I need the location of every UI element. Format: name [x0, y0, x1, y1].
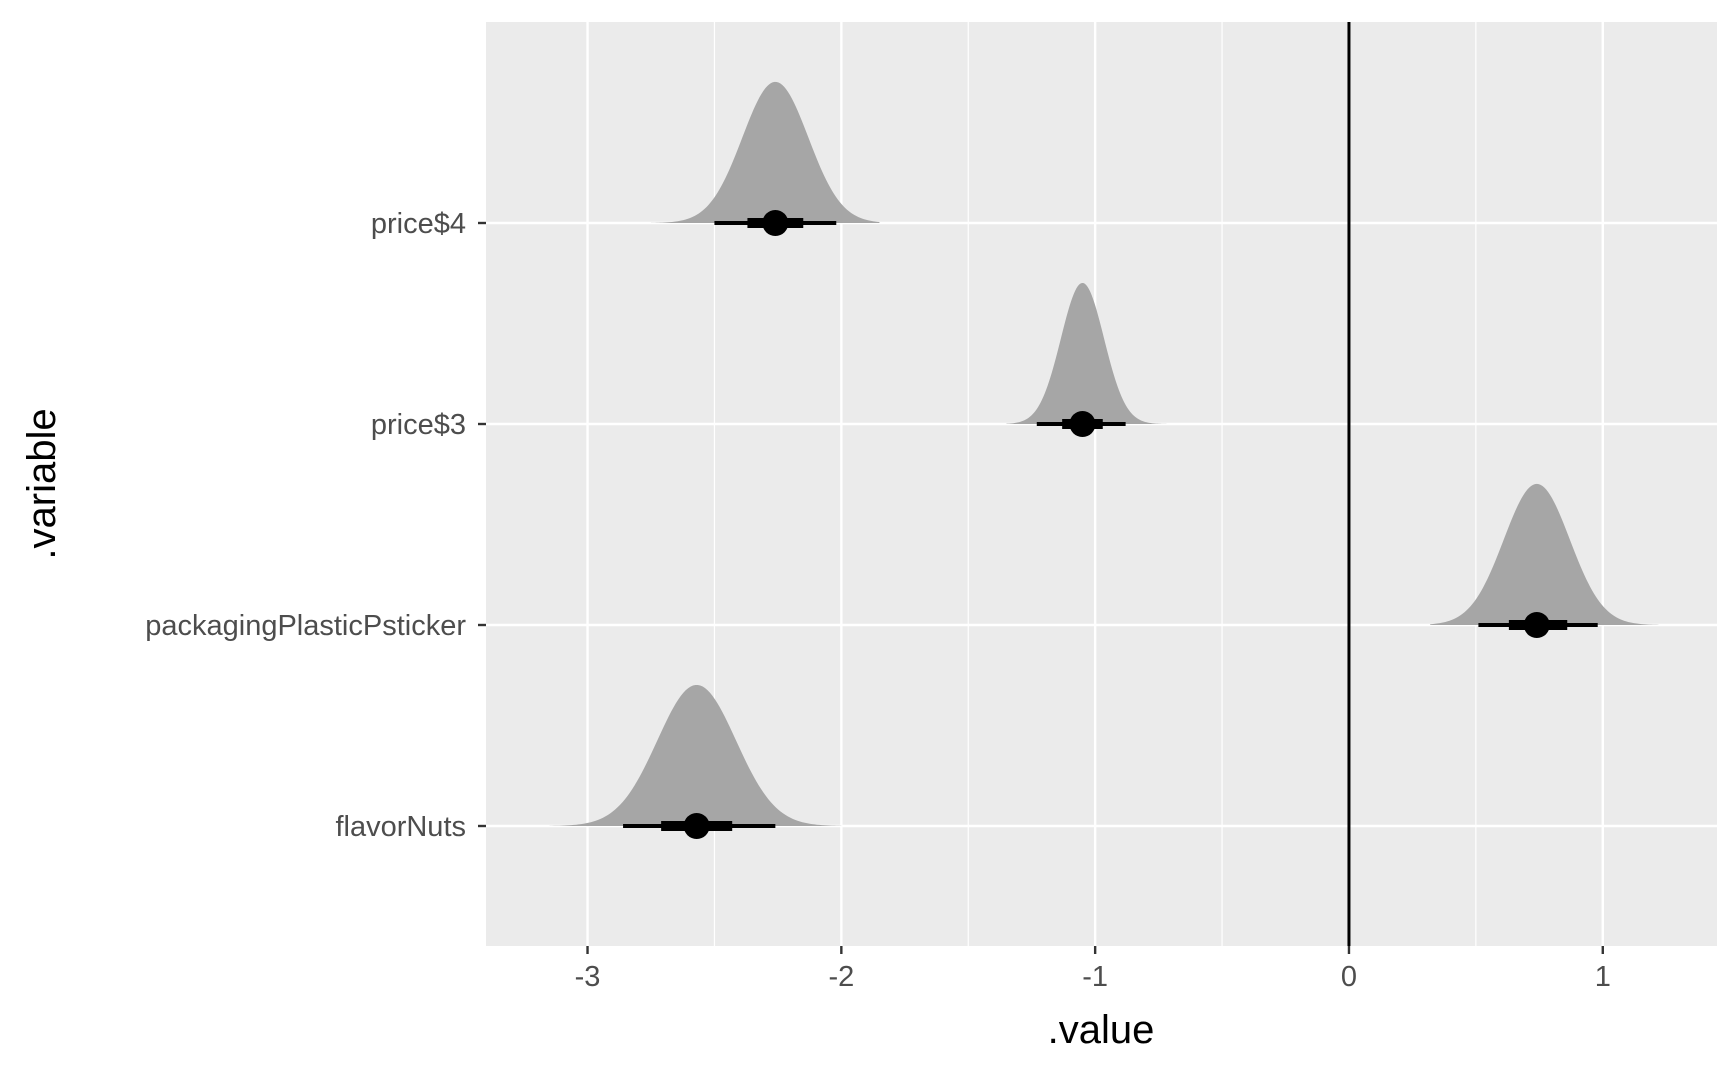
point-median-packagingPlasticPsticker	[1523, 612, 1550, 638]
density-packagingPlasticPsticker	[1430, 483, 1659, 625]
x-tick-label: 0	[1341, 961, 1357, 993]
interval-layer	[623, 210, 1598, 839]
point-median-flavorNuts	[683, 813, 710, 839]
x-axis-title: .value	[1048, 1008, 1155, 1052]
x-tick-label: -3	[575, 961, 601, 993]
y-tick-label: price$4	[371, 208, 466, 240]
point-median-price$3	[1069, 411, 1096, 437]
x-tick-label: -1	[1082, 961, 1108, 993]
y-axis-title: .variable	[20, 408, 64, 559]
x-tick-label: -2	[828, 961, 854, 993]
density-price$4	[650, 81, 880, 223]
density-layer	[549, 81, 1659, 826]
density-flavorNuts	[549, 684, 842, 826]
x-tick-label: 1	[1595, 961, 1611, 993]
density-price$3	[1006, 282, 1172, 424]
y-tick-label: price$3	[371, 409, 466, 441]
point-median-price$4	[762, 210, 789, 236]
y-tick-label: packagingPlasticPsticker	[145, 610, 466, 642]
axes: -3 -2 -1 0 1 price$4 price$3 packagingPlasticPs…	[145, 208, 1611, 993]
y-tick-label: flavorNuts	[335, 811, 466, 843]
